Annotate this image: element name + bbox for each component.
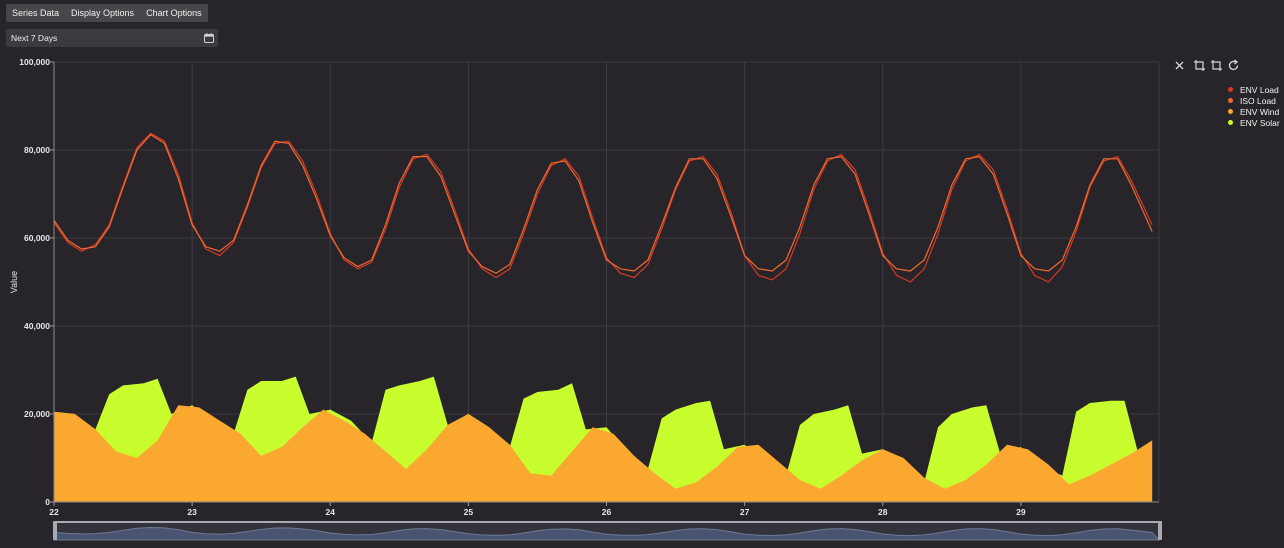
options-tabs: Series Data Display Options Chart Option… <box>6 4 208 22</box>
legend-item-iso-load[interactable]: ISO Load <box>1228 95 1280 106</box>
x-tick-label: 22 <box>49 507 59 517</box>
legend: ENV Load ISO Load ENV Wind ENV Solar <box>1228 84 1280 128</box>
y-tick-label: 100,000 <box>19 57 50 67</box>
y-tick-label: 20,000 <box>24 409 50 419</box>
y-tick-label: 60,000 <box>24 233 50 243</box>
navigator-series <box>53 526 1161 541</box>
legend-marker <box>1228 98 1233 103</box>
legend-marker <box>1228 87 1233 92</box>
navigator-handle-right <box>1158 521 1162 540</box>
y-tick-label: 80,000 <box>24 145 50 155</box>
x-tick-label: 28 <box>878 507 888 517</box>
legend-label: ISO Load <box>1240 95 1276 106</box>
tab-display-options[interactable]: Display Options <box>71 8 135 18</box>
navigator-handle-left <box>53 521 57 540</box>
zoom-back-icon[interactable] <box>1210 59 1223 72</box>
y-tick-label: 40,000 <box>24 321 50 331</box>
x-tick-label: 29 <box>1016 507 1026 517</box>
tab-series-data[interactable]: Series Data <box>12 8 60 18</box>
legend-marker <box>1228 109 1233 114</box>
x-tick-label: 25 <box>464 507 474 517</box>
line-series <box>53 132 1153 283</box>
y-axis-label: Value <box>9 271 19 293</box>
series-line-iso-load <box>53 134 1153 274</box>
reset-icon[interactable] <box>1227 59 1240 72</box>
legend-item-env-solar[interactable]: ENV Solar <box>1228 117 1280 128</box>
axes: 0 20,000 40,000 60,000 80,000 100,000 22 23 24 25… <box>19 57 1159 517</box>
tab-chart-options[interactable]: Chart Options <box>146 8 202 18</box>
close-icon[interactable] <box>1173 59 1186 72</box>
y-tick-label: 0 <box>45 497 50 507</box>
legend-item-env-load[interactable]: ENV Load <box>1228 84 1280 95</box>
range-navigator[interactable] <box>53 521 1162 541</box>
box-zoom-icon[interactable] <box>1193 59 1206 72</box>
date-range-value: Next 7 Days <box>11 33 58 43</box>
area-series <box>54 376 1153 502</box>
x-tick-label: 27 <box>740 507 750 517</box>
series-area-env-wind <box>54 405 1153 502</box>
calendar-icon[interactable] <box>204 33 214 43</box>
legend-item-env-wind[interactable]: ENV Wind <box>1228 106 1280 117</box>
legend-marker <box>1228 120 1233 125</box>
legend-label: ENV Load <box>1240 84 1279 95</box>
legend-label: ENV Wind <box>1240 106 1280 117</box>
x-tick-label: 23 <box>187 507 197 517</box>
navigator-window-top <box>54 521 1161 523</box>
legend-label: ENV Solar <box>1240 117 1280 128</box>
x-tick-label: 24 <box>326 507 336 517</box>
series-line-env-load <box>53 132 1153 283</box>
date-range-picker[interactable]: Next 7 Days <box>6 29 218 47</box>
x-tick-label: 26 <box>602 507 612 517</box>
